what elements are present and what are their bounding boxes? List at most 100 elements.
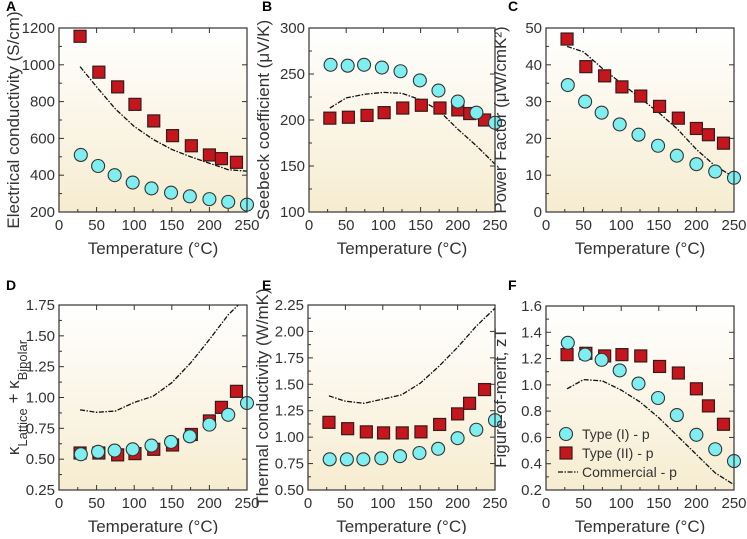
panel-F: F 0 50 100 150 200 250 0.2 0.4 0.6 0.8 1.0 1.2 1.4 1.6… — [491, 277, 747, 536]
y-tick-label: 200 — [30, 204, 55, 221]
type1-point — [689, 427, 704, 442]
plot-frame — [58, 27, 248, 213]
x-tick-label: 0 — [305, 217, 313, 234]
type2-point — [165, 129, 180, 143]
type2-point — [689, 382, 704, 396]
y-tick-label: 0.4 — [521, 456, 542, 473]
x-axis-label: Temperature (°C) — [88, 517, 219, 534]
x-tick-label: 150 — [408, 495, 433, 512]
y-tick-label: 1.25 — [26, 359, 55, 376]
x-axis-label: Temperature (°C) — [337, 239, 468, 258]
x-tick-label: 100 — [370, 495, 395, 512]
commercial-line — [328, 307, 496, 404]
type1-point — [73, 147, 88, 163]
type1-point — [357, 57, 372, 72]
x-tick-label: 100 — [122, 217, 147, 234]
type2-point — [214, 152, 229, 166]
type1-point — [91, 158, 106, 174]
type2-point — [147, 114, 161, 128]
type1-point — [202, 192, 217, 207]
type1-point — [431, 441, 446, 456]
type1-point — [125, 442, 140, 457]
y-tick-label: 800 — [30, 94, 55, 111]
y-axis-label-part: κ — [4, 380, 23, 389]
type1-point — [669, 148, 684, 163]
series-group — [73, 305, 255, 462]
type2-point — [360, 108, 374, 123]
y-axis-label: Seebeck coefficient (μV/K) — [254, 20, 273, 220]
y-tick-label: 0.50 — [26, 451, 55, 468]
x-tick-label: 50 — [338, 217, 355, 234]
type2-point — [671, 111, 685, 125]
type1-point — [163, 434, 179, 449]
y-tick-label: 600 — [30, 130, 55, 147]
type1-point — [450, 94, 465, 109]
x-axis-label: Temperature (°C) — [575, 517, 706, 534]
panel-A: A 0 50 100 150 200 250 200 400 600 800 1000 1200 Temp… — [4, 0, 260, 258]
type1-point — [612, 117, 627, 132]
plot-frame — [545, 27, 735, 213]
type2-point — [433, 101, 447, 115]
type1-point — [578, 94, 593, 109]
type2-point — [615, 80, 629, 94]
y-tick-label: 0.2 — [521, 482, 542, 499]
legend-type2-marker — [559, 446, 573, 460]
commercial-line — [329, 91, 496, 165]
type1-point — [631, 376, 646, 391]
y-tick-label: 1000 — [22, 57, 55, 74]
panel-D: D 0 50 100 150 200 250 0.25 0.50 0.75 1.00 1.25 1.50… — [4, 277, 260, 536]
x-tick-label: 200 — [445, 217, 470, 234]
type2-point — [414, 98, 428, 112]
x-tick-label: 50 — [88, 217, 105, 234]
y-tick-label: 1.75 — [26, 297, 55, 314]
series-group — [322, 307, 503, 467]
type2-point — [229, 384, 244, 398]
type2-point — [377, 106, 391, 120]
type1-point — [107, 443, 122, 458]
type2-point — [652, 99, 667, 113]
series-group — [323, 57, 503, 165]
x-tick-label: 250 — [721, 217, 746, 234]
y-tick-label: 1.00 — [26, 390, 55, 407]
y-axis-label: Figure-of-merit, zT — [491, 328, 510, 468]
type1-point — [323, 57, 338, 72]
plot-frame — [308, 27, 496, 213]
x-tick-label: 250 — [234, 495, 259, 512]
type1-point — [392, 449, 408, 464]
type2-point — [376, 426, 391, 440]
x-tick-label: 150 — [159, 495, 184, 512]
panel-label: C — [508, 0, 518, 14]
y-tick-label: 0.6 — [521, 429, 542, 446]
x-tick-label: 100 — [609, 217, 634, 234]
type1-point — [578, 347, 593, 362]
y-tick-label: 1.50 — [26, 328, 55, 345]
x-axis-label: Temperature (°C) — [336, 517, 467, 534]
type1-point — [182, 189, 197, 204]
x-tick-label: 0 — [304, 495, 312, 512]
y-tick-label: 1.75 — [275, 350, 304, 367]
type1-point — [221, 407, 236, 422]
type2-point — [341, 422, 355, 436]
y-tick-label: 100 — [280, 204, 305, 221]
x-tick-label: 150 — [408, 217, 433, 234]
type2-point — [359, 425, 373, 439]
type2-point — [323, 111, 337, 125]
type2-point — [451, 407, 465, 421]
type1-point — [163, 185, 179, 200]
x-tick-label: 250 — [482, 495, 507, 512]
commercial-line — [79, 305, 240, 413]
y-tick-label: 1.50 — [275, 376, 304, 393]
type1-point — [560, 77, 575, 93]
type1-point — [594, 352, 609, 367]
panel-label: A — [6, 0, 16, 14]
plot-area — [546, 306, 734, 490]
y-tick-label: 40 — [525, 57, 542, 74]
type1-point — [431, 83, 446, 98]
x-tick-label: 0 — [55, 217, 63, 234]
x-tick-label: 150 — [646, 217, 671, 234]
type1-point — [708, 442, 723, 457]
legend-type1-marker — [558, 426, 574, 442]
type1-point — [339, 452, 354, 467]
y-tick-label: 400 — [30, 167, 55, 184]
plot-area — [546, 28, 734, 212]
